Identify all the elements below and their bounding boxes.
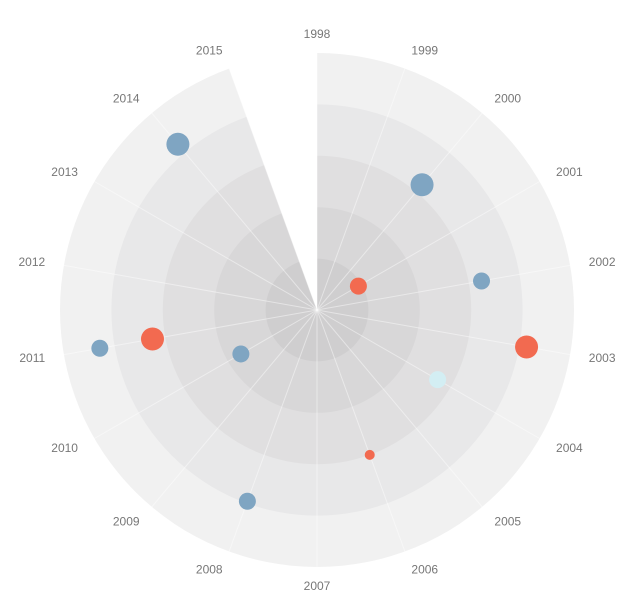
angular-gridlines	[63, 53, 571, 567]
angular-tick-label-2003: 2003	[589, 351, 616, 365]
angular-tick-label-2011: 2011	[19, 351, 45, 365]
data-point-2014-10	[166, 132, 190, 156]
data-point-2010-7	[232, 345, 250, 363]
spoke-2013	[94, 181, 318, 311]
data-point-2002-2	[473, 272, 491, 290]
data-point-2001-1	[349, 277, 367, 295]
angular-tick-label-2006: 2006	[411, 562, 438, 576]
angular-tick-label-2002: 2002	[589, 255, 616, 269]
spoke-2012	[63, 264, 318, 311]
angular-tick-label-2001: 2001	[556, 165, 583, 179]
angular-tick-label-2010: 2010	[51, 441, 78, 455]
spoke-1999	[316, 68, 406, 311]
angular-axis-labels: 1998 1999 2000 2001 2002 2003 2004 2005 2006 2007…	[18, 27, 615, 593]
spoke-2002	[316, 264, 571, 311]
data-point-2011-8	[140, 327, 164, 351]
angular-tick-label-2004: 2004	[556, 441, 583, 455]
data-point-2011-9	[91, 339, 109, 357]
angular-tick-label-2007: 2007	[304, 579, 331, 593]
spoke-2005	[316, 309, 483, 508]
data-point-2003-3	[515, 335, 539, 359]
empty-sector	[228, 51, 317, 310]
data-point-2008-6	[238, 492, 256, 510]
angular-tick-label-2008: 2008	[196, 562, 223, 576]
spoke-2008	[228, 309, 318, 552]
angular-tick-label-2014: 2014	[113, 92, 140, 106]
spoke-2015	[228, 68, 318, 311]
spoke-2004	[316, 309, 540, 439]
angular-tick-label-2000: 2000	[494, 92, 521, 106]
data-point-2006-5	[364, 449, 375, 460]
angular-tick-label-1999: 1999	[411, 44, 438, 58]
spoke-2009	[151, 309, 318, 508]
angular-tick-label-2005: 2005	[494, 514, 521, 528]
data-point-2000-0	[410, 173, 434, 197]
empty-sector-2015	[228, 51, 317, 310]
spoke-2006	[316, 309, 406, 552]
angular-tick-label-2012: 2012	[18, 255, 45, 269]
spoke-2010	[94, 309, 318, 439]
spoke-2000	[316, 112, 483, 311]
angular-tick-label-2013: 2013	[51, 165, 78, 179]
data-point-2004-4	[429, 371, 447, 389]
angular-tick-label-2015: 2015	[196, 44, 223, 58]
data-points	[91, 132, 539, 510]
angular-tick-label-2009: 2009	[113, 514, 140, 528]
angular-tick-label-1998: 1998	[304, 27, 331, 41]
